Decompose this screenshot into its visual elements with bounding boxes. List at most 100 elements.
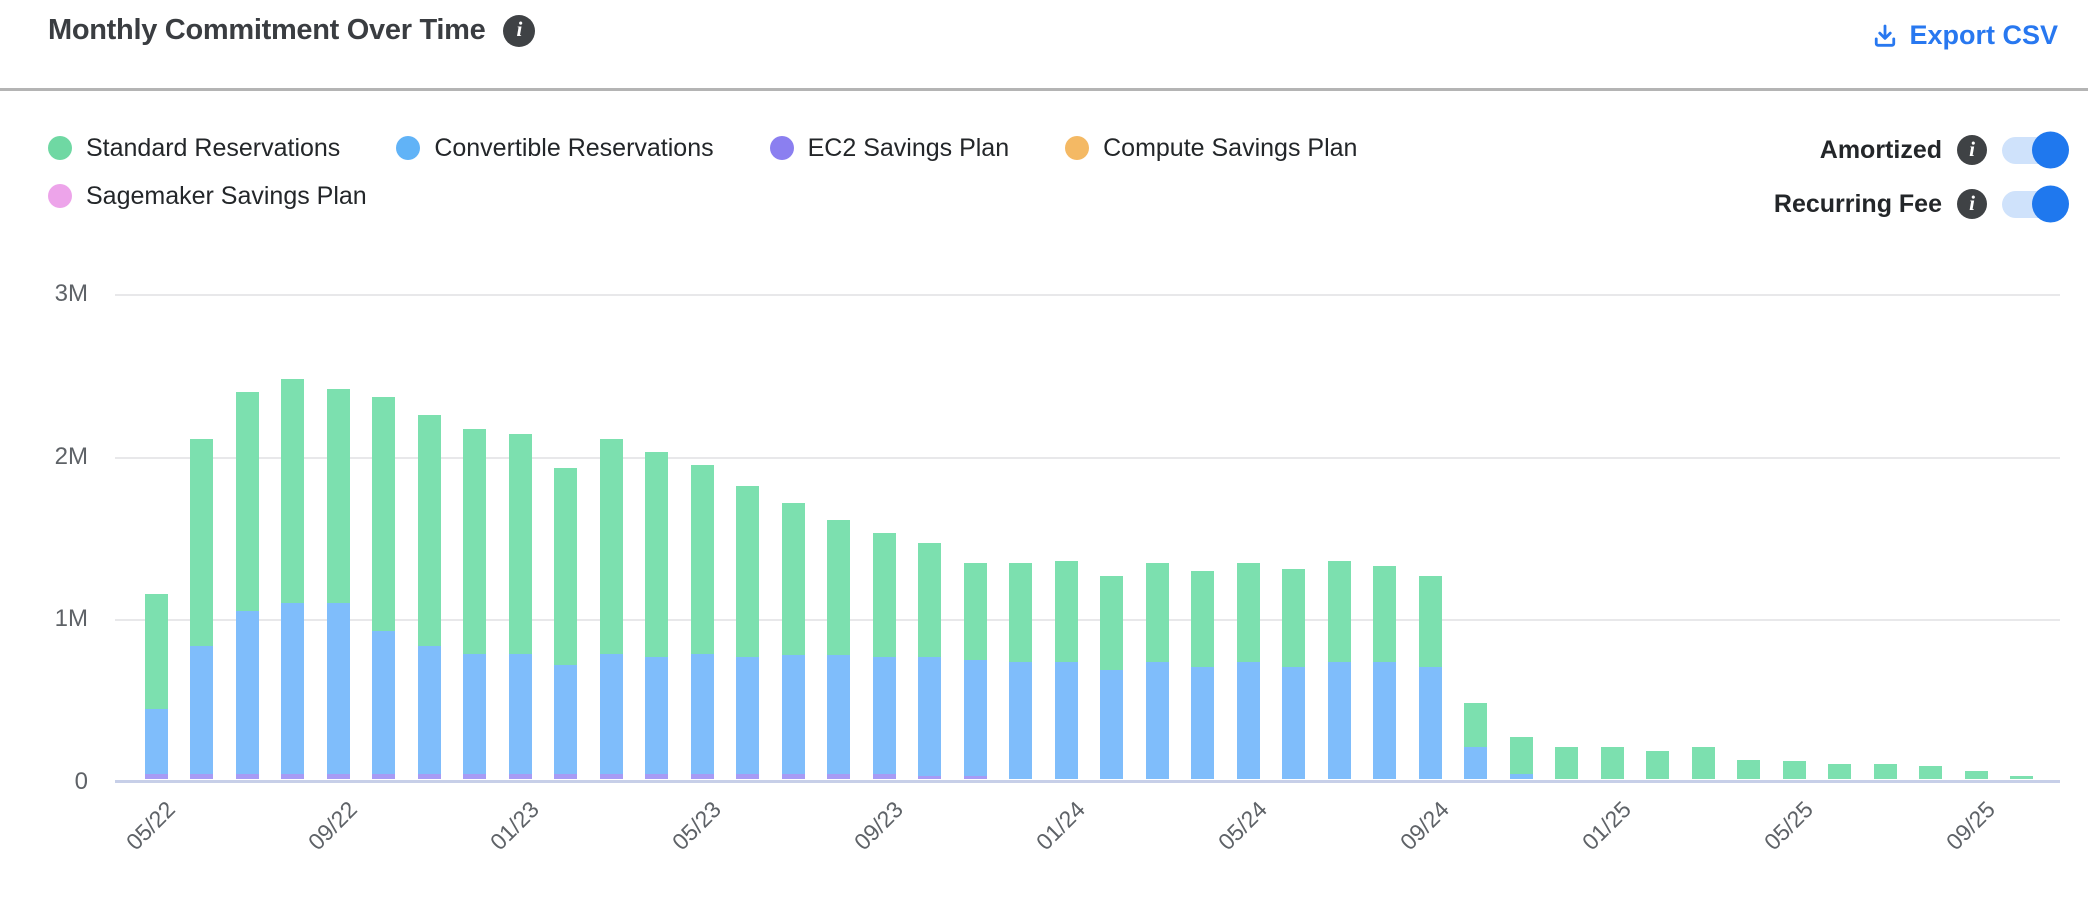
bar-05/25[interactable] — [1782, 761, 1806, 779]
bar-09/25[interactable] — [1964, 770, 1988, 779]
bar-segment-standard-reservations — [872, 533, 896, 658]
recurring-fee-info-icon[interactable]: i — [1957, 189, 1987, 219]
recurring-fee-toggle-switch[interactable] — [2002, 185, 2069, 223]
legend-item-sagemaker-savings-plan[interactable]: Sagemaker Savings Plan — [48, 180, 367, 212]
bar-01/24[interactable] — [1054, 561, 1078, 779]
bar-09/22[interactable] — [326, 388, 350, 779]
bar-segment-standard-reservations — [736, 486, 759, 658]
bar-05/24[interactable] — [1236, 562, 1260, 779]
bar-segment-standard-reservations — [281, 378, 304, 604]
bar-09/23[interactable] — [872, 533, 896, 779]
bar-segment-ec2-savings-plan — [645, 774, 668, 779]
bar-12/22[interactable] — [463, 429, 486, 779]
bar-segment-convertible-reservations — [417, 645, 441, 775]
legend-item-ec2-savings-plan[interactable]: EC2 Savings Plan — [769, 132, 1010, 164]
bar-04/25[interactable] — [1737, 759, 1760, 779]
bar-segment-convertible-reservations — [281, 603, 304, 775]
bar-09/24[interactable] — [1418, 575, 1442, 779]
bar-segment-ec2-savings-plan — [190, 774, 213, 779]
x-tick-label-05/24: 05/24 — [1213, 796, 1273, 856]
bar-03/23[interactable] — [599, 439, 623, 779]
bar-segment-ec2-savings-plan — [736, 774, 759, 779]
bar-segment-convertible-reservations — [235, 611, 259, 775]
bar-11/23[interactable] — [963, 562, 987, 779]
bar-segment-ec2-savings-plan — [417, 774, 441, 779]
legend-dot-icon — [1065, 136, 1090, 160]
gridline-3M — [115, 294, 2060, 296]
bar-segment-standard-reservations — [554, 468, 577, 666]
bar-segment-ec2-savings-plan — [963, 775, 987, 779]
title-info-icon[interactable]: i — [503, 14, 536, 47]
bar-12/24[interactable] — [1555, 746, 1578, 779]
bar-11/22[interactable] — [417, 414, 441, 779]
gridline-2M — [115, 456, 2060, 459]
x-tick-label-09/25: 09/25 — [1941, 796, 2001, 856]
bar-segment-standard-reservations — [1555, 746, 1578, 779]
bar-03/25[interactable] — [1691, 746, 1715, 779]
bar-segment-standard-reservations — [463, 429, 486, 654]
bar-segment-convertible-reservations — [1418, 666, 1442, 779]
legend-label: EC2 Savings Plan — [807, 133, 1010, 162]
bar-06/25[interactable] — [1828, 764, 1851, 779]
bar-01/23[interactable] — [508, 434, 532, 779]
bar-segment-standard-reservations — [1145, 562, 1169, 662]
x-tick-label-01/23: 01/23 — [485, 796, 545, 856]
amortized-toggle-label: Amortized — [1819, 135, 1942, 164]
bar-segment-standard-reservations — [417, 414, 441, 646]
bar-08/25[interactable] — [1919, 766, 1942, 779]
bar-07/23[interactable] — [781, 502, 805, 779]
bar-segment-convertible-reservations — [1191, 666, 1214, 779]
bar-segment-convertible-reservations — [1054, 661, 1078, 779]
export-csv-button[interactable]: Export CSV — [1871, 20, 2058, 51]
bar-01/25[interactable] — [1600, 746, 1624, 779]
legend-item-standard-reservations[interactable]: Standard Reservations — [48, 132, 340, 164]
amortized-info-icon[interactable]: i — [1957, 135, 1987, 165]
bar-10/24[interactable] — [1464, 702, 1487, 779]
bar-04/24[interactable] — [1191, 570, 1214, 779]
bar-06/22[interactable] — [190, 439, 213, 779]
bar-12/23[interactable] — [1009, 562, 1032, 779]
bar-07/25[interactable] — [1873, 764, 1897, 779]
bar-10/22[interactable] — [372, 396, 395, 779]
bar-08/23[interactable] — [827, 520, 850, 779]
bar-segment-convertible-reservations — [1145, 661, 1169, 779]
toggle-group: Amortized i Recurring Fee i — [1773, 130, 2069, 224]
bar-05/22[interactable] — [144, 593, 168, 779]
bar-11/24[interactable] — [1509, 736, 1533, 779]
bar-06/24[interactable] — [1282, 569, 1305, 779]
bar-segment-ec2-savings-plan — [918, 775, 941, 779]
bar-02/23[interactable] — [554, 468, 577, 779]
bar-segment-standard-reservations — [827, 520, 850, 656]
bar-10/25[interactable] — [2010, 775, 2033, 779]
bar-02/25[interactable] — [1646, 751, 1669, 779]
recurring-fee-toggle-label: Recurring Fee — [1773, 189, 1942, 218]
bar-07/22[interactable] — [235, 391, 259, 779]
bar-segment-standard-reservations — [690, 465, 714, 654]
bar-segment-standard-reservations — [1100, 575, 1123, 670]
bar-04/23[interactable] — [645, 452, 668, 779]
bar-segment-convertible-reservations — [781, 655, 805, 775]
legend-item-compute-savings-plan[interactable]: Compute Savings Plan — [1065, 132, 1357, 164]
amortized-toggle-switch[interactable] — [2002, 131, 2069, 169]
bar-segment-ec2-savings-plan — [781, 774, 805, 779]
bar-segment-standard-reservations — [1782, 761, 1806, 779]
bar-segment-standard-reservations — [1600, 746, 1624, 779]
bar-03/24[interactable] — [1145, 562, 1169, 779]
bar-segment-standard-reservations — [1418, 575, 1442, 667]
bar-segment-standard-reservations — [1373, 565, 1396, 662]
bar-segment-standard-reservations — [1737, 759, 1760, 779]
x-tick-label-09/22: 09/22 — [303, 796, 363, 856]
bar-08/24[interactable] — [1373, 565, 1396, 779]
bar-segment-standard-reservations — [1282, 569, 1305, 667]
bar-06/23[interactable] — [736, 486, 759, 779]
bar-10/23[interactable] — [918, 543, 941, 779]
bar-07/24[interactable] — [1327, 561, 1351, 779]
bar-08/22[interactable] — [281, 378, 304, 779]
bar-segment-standard-reservations — [1236, 562, 1260, 662]
page-title: Monthly Commitment Over Time — [48, 14, 486, 46]
bar-05/23[interactable] — [690, 465, 714, 779]
legend-label: Compute Savings Plan — [1103, 133, 1358, 162]
bar-02/24[interactable] — [1100, 575, 1123, 779]
bar-segment-convertible-reservations — [463, 653, 486, 775]
legend-item-convertible-reservations[interactable]: Convertible Reservations — [396, 132, 714, 164]
